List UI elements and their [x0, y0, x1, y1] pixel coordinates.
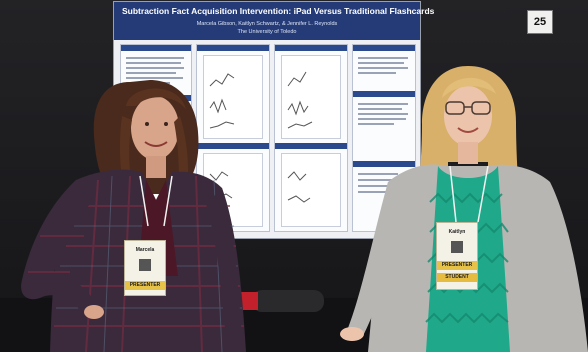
- left-badge-name: Marcela: [135, 247, 155, 253]
- right-name-badge: Kaitlyn PRESENTER STUDENT: [436, 222, 478, 290]
- right-badge-name: Kaitlyn: [448, 229, 466, 235]
- right-badge-ribbon-bottom: STUDENT: [437, 273, 477, 282]
- right-badge-ribbon-top: PRESENTER: [437, 261, 477, 270]
- results-graph-1: [203, 55, 263, 139]
- badge-qr-icon: [451, 241, 463, 253]
- results-graph-4: [281, 153, 341, 227]
- left-presenter-figure: [21, 80, 246, 352]
- poster-header: Subtraction Fact Acquisition Interventio…: [114, 2, 435, 40]
- badge-qr-icon: [139, 259, 151, 271]
- poster-title: Subtraction Fact Acquisition Interventio…: [122, 6, 435, 16]
- left-name-badge: Marcela PRESENTER: [124, 240, 166, 296]
- booth-number-sign: 25: [527, 10, 553, 34]
- left-presenter: Marcela PRESENTER: [10, 76, 246, 352]
- poster-results-2-column: [274, 44, 348, 232]
- left-badge-ribbon: PRESENTER: [125, 281, 165, 290]
- right-presenter: Kaitlyn PRESENTER STUDENT: [338, 62, 588, 352]
- right-presenter-figure: [340, 66, 588, 352]
- backpack: [252, 290, 324, 312]
- abstract-header: [121, 45, 191, 51]
- results-graph-3: [281, 55, 341, 139]
- poster-affiliation: The University of Toledo: [237, 29, 297, 35]
- poster-results-1-column: [196, 44, 270, 232]
- poster-authors: Marcela Gibson, Kaitlyn Schwartz, & Jenn…: [196, 21, 338, 27]
